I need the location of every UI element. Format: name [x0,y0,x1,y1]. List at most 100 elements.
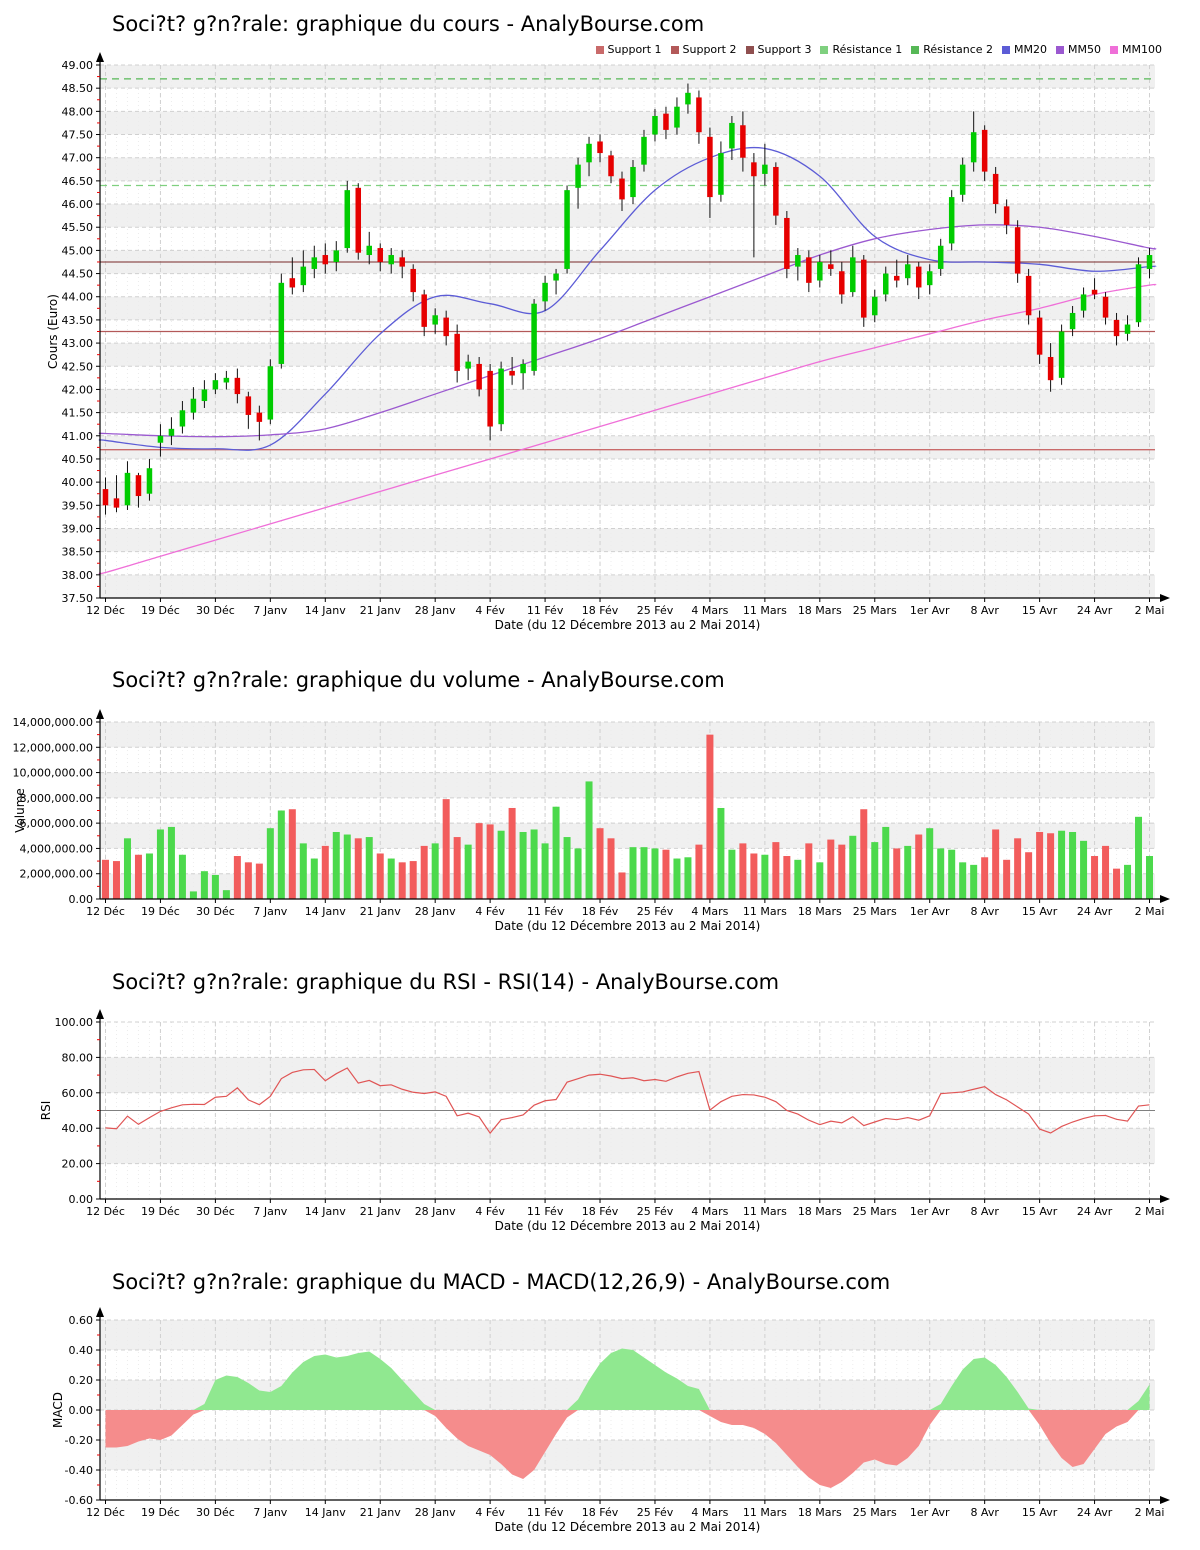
cours-chart-legend: Support 1 Support 2 Support 3 Résistance 1 R… [100,43,1162,56]
legend-swatch-icon [670,45,679,54]
svg-text:14,000,000.00: 14,000,000.00 [13,716,93,729]
svg-text:8 Avr: 8 Avr [970,1205,999,1218]
svg-text:25 Mars: 25 Mars [853,604,897,617]
svg-text:25 Fév: 25 Fév [637,604,674,617]
volume-chart: 0.00 2,000,000.00 4,000,000.00 6,000,000.00… [13,709,1170,933]
svg-text:38.00: 38.00 [62,569,94,582]
rsi-chart: 0.00 20.00 40.00 60.00 80.00 100.00 12 Déc 19 D… [39,1009,1170,1233]
macd-positive-area [105,1348,1150,1410]
legend-label: MM20 [1014,43,1048,56]
svg-text:11 Mars: 11 Mars [743,1506,787,1519]
svg-text:19 Déc: 19 Déc [141,604,180,617]
volume-chart-title: Soci?t? g?n?rale: graphique du volume - … [112,668,725,692]
legend-item-mm20: MM20 [1002,43,1047,56]
svg-text:1er Avr: 1er Avr [910,604,950,617]
legend-label: MM50 [1068,43,1102,56]
svg-text:25 Fév: 25 Fév [637,905,674,918]
svg-text:2 Mai: 2 Mai [1135,1205,1165,1218]
svg-text:11 Mars: 11 Mars [743,604,787,617]
svg-text:42.50: 42.50 [62,360,94,373]
legend-swatch-icon [595,45,604,54]
svg-text:4 Mars: 4 Mars [691,1506,728,1519]
ma-line-mm20 [98,146,1157,451]
cours-chart-title: Soci?t? g?n?rale: graphique du cours - A… [112,12,705,36]
macd-axes: -0.60 -0.40 -0.20 0.00 0.20 0.40 0.60 12 Déc 19 … [51,1307,1170,1534]
legend-label: MM100 [1122,43,1162,56]
svg-text:21 Janv: 21 Janv [360,905,401,918]
moving-average-lines [98,146,1157,575]
svg-text:60.00: 60.00 [62,1087,94,1100]
svg-text:11 Fév: 11 Fév [527,1205,564,1218]
legend-label: Résistance 1 [832,43,903,56]
volume-x-axis-title: Date (du 12 Décembre 2013 au 2 Mai 2014) [495,919,761,933]
y-axis-arrow [96,1009,104,1019]
svg-text:12 Déc: 12 Déc [86,1205,125,1218]
svg-text:18 Mars: 18 Mars [798,604,842,617]
svg-text:18 Fév: 18 Fév [582,604,619,617]
svg-text:6,000,000.00: 6,000,000.00 [20,817,93,830]
svg-text:0.60: 0.60 [69,1314,94,1327]
svg-text:25 Fév: 25 Fév [637,1205,674,1218]
svg-text:28 Janv: 28 Janv [415,604,456,617]
svg-text:4 Fév: 4 Fév [475,1506,505,1519]
svg-text:10,000,000.00: 10,000,000.00 [13,767,93,780]
svg-text:25 Fév: 25 Fév [637,1506,674,1519]
svg-text:20.00: 20.00 [62,1158,94,1171]
svg-text:40.00: 40.00 [62,476,94,489]
legend-item-r-sistance-2: Résistance 2 [911,43,993,56]
macd-chart: -0.60 -0.40 -0.20 0.00 0.20 0.40 0.60 12 Déc 19 … [51,1307,1170,1534]
svg-text:44.00: 44.00 [62,291,94,304]
svg-text:47.00: 47.00 [62,152,94,165]
svg-text:18 Fév: 18 Fév [582,1205,619,1218]
legend-item-mm100: MM100 [1110,43,1162,56]
svg-text:24 Avr: 24 Avr [1077,604,1113,617]
svg-text:80.00: 80.00 [62,1051,94,1064]
svg-text:1er Avr: 1er Avr [910,1205,950,1218]
svg-text:15 Avr: 15 Avr [1022,604,1058,617]
svg-text:24 Avr: 24 Avr [1077,905,1113,918]
legend-item-r-sistance-1: Résistance 1 [820,43,902,56]
macd-negative-area [105,1410,1150,1488]
svg-text:-0.40: -0.40 [65,1464,93,1477]
legend-label: Résistance 2 [923,43,994,56]
legend-swatch-icon [1002,45,1011,54]
rsi-y-axis-title: RSI [39,1101,53,1121]
svg-text:15 Avr: 15 Avr [1022,1506,1058,1519]
svg-text:18 Mars: 18 Mars [798,1506,842,1519]
legend-label: Support 3 [757,43,812,56]
svg-text:44.50: 44.50 [62,268,94,281]
svg-text:-0.20: -0.20 [65,1434,93,1447]
svg-text:7 Janv: 7 Janv [253,1506,287,1519]
y-axis-arrow [96,1307,104,1317]
svg-text:2 Mai: 2 Mai [1135,1506,1165,1519]
x-axis-arrow [1160,1496,1170,1504]
svg-text:21 Janv: 21 Janv [360,604,401,617]
x-axis-arrow [1160,895,1170,903]
ma-line-mm50 [98,224,1157,438]
svg-text:30 Déc: 30 Déc [196,1506,235,1519]
svg-text:40.00: 40.00 [62,1122,94,1135]
cours-axes: 37.50 38.00 38.50 39.00 39.50 40.00 40.50 41.00… [46,52,1170,632]
svg-text:39.50: 39.50 [62,499,94,512]
svg-text:0.00: 0.00 [69,1193,94,1206]
svg-text:1er Avr: 1er Avr [910,905,950,918]
svg-text:30 Déc: 30 Déc [196,905,235,918]
svg-text:12 Déc: 12 Déc [86,604,125,617]
macd-y-axis-title: MACD [51,1392,65,1428]
svg-text:47.50: 47.50 [62,129,94,142]
rsi-grid [100,1021,1155,1200]
svg-text:0.20: 0.20 [69,1374,94,1387]
svg-text:12 Déc: 12 Déc [86,905,125,918]
svg-text:39.00: 39.00 [62,522,94,535]
svg-text:40.50: 40.50 [62,453,94,466]
svg-text:4,000,000.00: 4,000,000.00 [20,842,93,855]
svg-text:46.50: 46.50 [62,175,94,188]
macd-chart-title: Soci?t? g?n?rale: graphique du MACD - MA… [112,1270,891,1294]
candlestick-layer [102,83,1153,515]
svg-text:14 Janv: 14 Janv [305,1506,346,1519]
svg-text:28 Janv: 28 Janv [415,1506,456,1519]
svg-text:7 Janv: 7 Janv [253,905,287,918]
svg-text:1er Avr: 1er Avr [910,1506,950,1519]
svg-text:43.00: 43.00 [62,337,94,350]
macd-x-axis-title: Date (du 12 Décembre 2013 au 2 Mai 2014) [495,1520,761,1534]
